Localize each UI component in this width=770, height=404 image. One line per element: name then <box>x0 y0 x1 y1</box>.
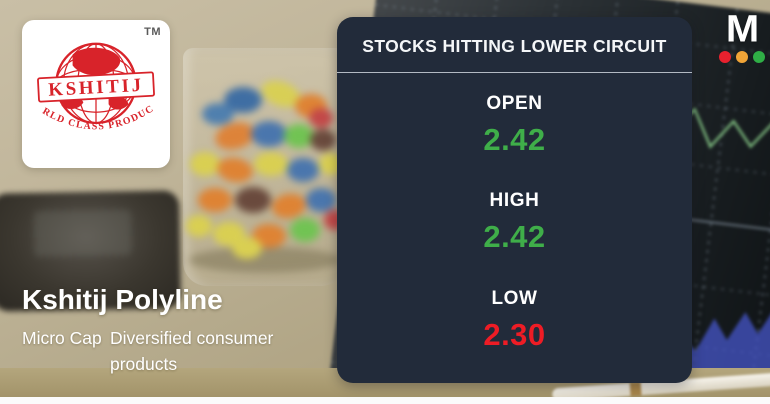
brand-text: KSHITIJ <box>48 75 145 101</box>
watermark-dot-orange <box>736 50 748 63</box>
watermark-dot-red <box>719 50 731 63</box>
stat-open: OPEN 2.42 <box>337 93 692 158</box>
stats-list: OPEN 2.42 HIGH 2.42 LOW 2.30 <box>337 73 692 383</box>
panel-title: STOCKS HITTING LOWER CIRCUIT <box>362 36 667 56</box>
stock-info: Kshitij Polyline Micro Cap Diversified c… <box>22 284 332 378</box>
stock-name: Kshitij Polyline <box>22 284 223 315</box>
sector-label: Diversified consumer products <box>110 328 274 375</box>
watermark-m-letter: M <box>725 8 759 50</box>
panel-divider <box>337 72 692 73</box>
stat-open-label: OPEN <box>486 93 543 115</box>
watermark-dots <box>714 50 770 63</box>
watermark-dot-green <box>753 50 765 63</box>
candies-art <box>186 80 345 273</box>
stat-low-value: 2.30 <box>483 316 546 352</box>
company-logo-card: TM KSHITIJ WORLD CLASS P <box>22 20 170 168</box>
stat-low-label: LOW <box>491 287 538 309</box>
stat-low: LOW 2.30 <box>337 288 692 353</box>
market-cap-label: Micro Cap <box>22 328 102 348</box>
stock-meta: Micro Cap Diversified consumer products <box>22 325 332 378</box>
bottom-white-strip <box>0 397 770 404</box>
stat-open-value: 2.42 <box>483 122 546 158</box>
candy-jar <box>183 48 345 286</box>
stat-high-label: HIGH <box>489 190 540 212</box>
stats-panel: STOCKS HITTING LOWER CIRCUIT OPEN 2.42 H… <box>337 17 692 383</box>
trademark-symbol: TM <box>144 26 161 38</box>
publisher-watermark: M <box>714 8 770 63</box>
pen-band <box>629 382 642 396</box>
stat-high: HIGH 2.42 <box>337 190 692 255</box>
stat-high-value: 2.42 <box>483 219 546 255</box>
kshitij-globe-logo: KSHITIJ WORLD CLASS PRODUCTS <box>27 33 155 132</box>
device-screen <box>33 209 133 257</box>
logo-banner: KSHITIJ <box>37 71 155 103</box>
